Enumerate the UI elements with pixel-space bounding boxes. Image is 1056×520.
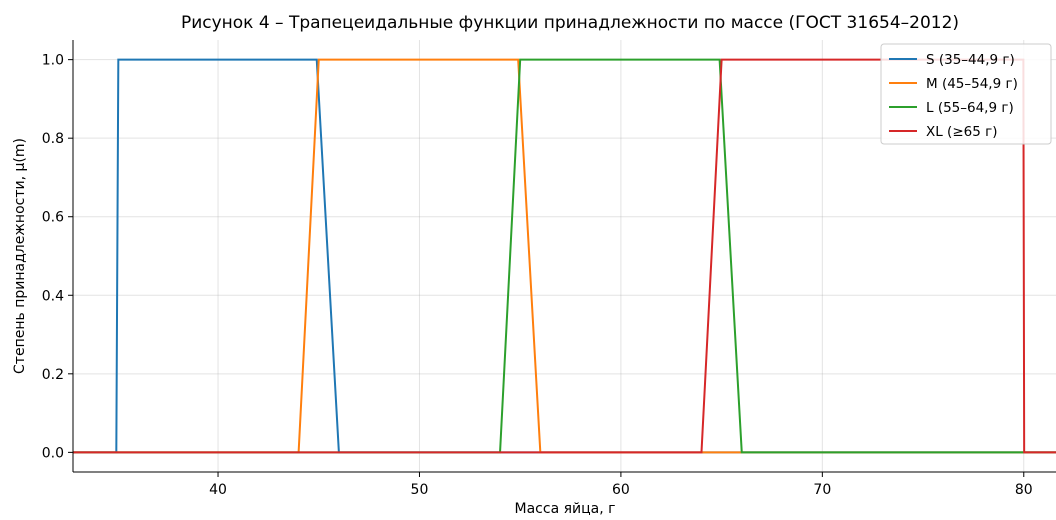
- x-tick-label-3: 70: [813, 482, 831, 498]
- y-tick-label-4: 0.8: [42, 131, 64, 147]
- legend-label-2: L (55–64,9 г): [926, 100, 1014, 116]
- legend-label-3: XL (≥65 г): [926, 124, 997, 140]
- series-lines: [73, 58, 1056, 454]
- x-axis-label: Масса яйца, г: [515, 501, 616, 517]
- x-tick-label-2: 60: [612, 482, 630, 498]
- chart-title: Рисунок 4 – Трапецеидальные функции прин…: [181, 13, 959, 33]
- x-tick-label-1: 50: [411, 482, 429, 498]
- x-axis-ticks: 40 50 60 70 80: [209, 472, 1033, 498]
- x-tick-label-4: 80: [1015, 482, 1033, 498]
- y-tick-label-1: 0.2: [42, 367, 64, 383]
- series-line-3: [73, 58, 1056, 454]
- axes: [72, 40, 1056, 473]
- y-axis-label: Степень принадлежности, μ(m): [12, 138, 28, 374]
- x-tick-label-0: 40: [209, 482, 227, 498]
- legend-label-0: S (35–44,9 г): [926, 52, 1015, 68]
- legend: S (35–44,9 г) M (45–54,9 г) L (55–64,9 г) X…: [880, 43, 1052, 145]
- y-tick-label-0: 0.0: [42, 445, 64, 461]
- y-tick-label-5: 1.0: [42, 53, 64, 69]
- legend-label-1: M (45–54,9 г): [926, 76, 1018, 92]
- legend-box: [880, 43, 1052, 145]
- y-axis-ticks: 0.0 0.2 0.4 0.6 0.8 1.0: [42, 53, 73, 461]
- y-tick-label-2: 0.4: [42, 288, 64, 304]
- y-tick-label-3: 0.6: [42, 210, 64, 226]
